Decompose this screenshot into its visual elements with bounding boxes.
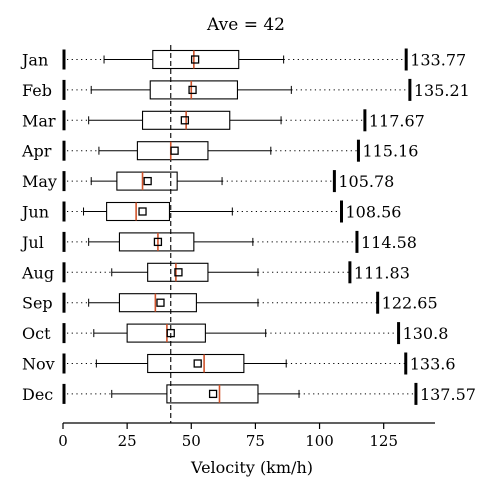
x-tick-label-25: 25	[118, 432, 137, 450]
box-apr	[136, 141, 209, 161]
mean-marker-aug	[174, 268, 183, 277]
mean-marker-mar	[180, 116, 190, 125]
mean-marker-jul	[153, 237, 163, 247]
category-label-sep: Sep	[22, 294, 53, 313]
mean-marker-oct	[166, 328, 175, 338]
mean-marker-dec	[208, 389, 218, 399]
x-axis-label: Velocity (km/h)	[190, 458, 313, 477]
mean-marker-jun	[138, 207, 147, 216]
max-value-label-dec: 137.57	[420, 385, 476, 404]
chart-title: Ave = 42	[206, 15, 285, 35]
max-value-label-mar: 117.67	[369, 111, 425, 130]
category-label-may: May	[22, 172, 57, 191]
max-value-label-nov: 133.6	[410, 355, 456, 374]
box-dec	[166, 384, 259, 404]
category-label-jul: Jul	[20, 233, 44, 252]
max-value-label-sep: 122.65	[382, 294, 438, 313]
x-tick-label-0: 0	[58, 432, 68, 450]
category-label-mar: Mar	[22, 111, 56, 130]
x-tick-label-100: 100	[305, 432, 334, 450]
max-value-label-jun: 108.56	[346, 203, 402, 222]
box-aug	[147, 262, 209, 282]
x-tick-label-75: 75	[246, 432, 265, 450]
category-label-aug: Aug	[21, 263, 54, 282]
category-label-dec: Dec	[22, 385, 53, 404]
max-value-label-jul: 114.58	[361, 233, 417, 252]
box-sep	[118, 293, 197, 313]
x-tick-label-125: 125	[369, 432, 398, 450]
max-value-label-apr: 115.16	[362, 142, 418, 161]
max-value-label-oct: 130.8	[403, 324, 449, 343]
category-label-jan: Jan	[20, 51, 48, 70]
category-label-feb: Feb	[22, 81, 52, 100]
category-label-jun: Jun	[20, 203, 49, 222]
category-label-nov: Nov	[22, 355, 55, 374]
box-jul	[118, 232, 195, 252]
box-jun	[106, 201, 171, 222]
box-may	[116, 171, 178, 191]
mean-marker-sep	[156, 298, 165, 307]
mean-marker-jan	[190, 55, 200, 64]
mean-marker-apr	[170, 146, 179, 155]
mean-marker-may	[143, 176, 152, 186]
category-label-oct: Oct	[22, 324, 51, 343]
box-nov	[147, 353, 245, 374]
box-feb	[149, 80, 239, 100]
plot-area: Jan 133.77 Feb 135.21 Mar 117.67 Apr 115.16 May 1…	[20, 45, 476, 450]
mean-marker-nov	[193, 359, 202, 368]
mean-marker-feb	[188, 85, 197, 95]
x-tick-label-50: 50	[182, 432, 201, 450]
max-value-label-may: 105.78	[338, 172, 394, 191]
box-jan	[152, 49, 240, 70]
max-value-label-feb: 135.21	[414, 81, 470, 100]
max-value-label-jan: 133.77	[410, 51, 466, 70]
max-value-label-aug: 111.83	[354, 263, 410, 282]
category-label-apr: Apr	[21, 142, 52, 161]
